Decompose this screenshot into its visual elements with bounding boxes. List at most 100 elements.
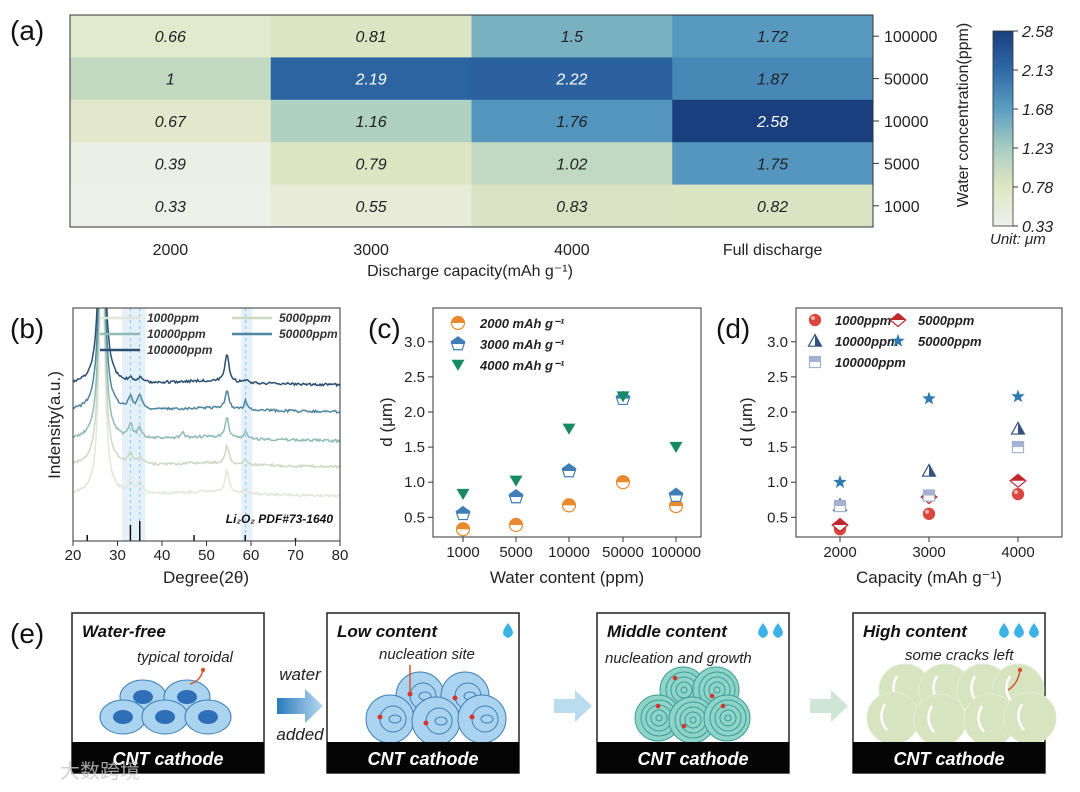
crack (880, 703, 888, 731)
cell-value-label: 1.75 (757, 156, 788, 173)
nucleation-site-dot (407, 691, 413, 697)
schematic-panel: Water-free typical toroidal CNT cathode Low… (71, 612, 1057, 774)
marker-fill (815, 334, 822, 347)
y-tick-label: 50000 (884, 72, 929, 89)
x-tick-label: 2000 (153, 242, 189, 259)
data-point (562, 423, 576, 435)
heatmap-cell (70, 15, 272, 58)
nucleated-cell (365, 694, 415, 744)
heatmap-cell (70, 99, 272, 143)
legend-label: 10000ppm (147, 327, 206, 341)
y-tick-label: 10000 (884, 114, 929, 131)
colorbar-tick-label: 1.23 (1022, 141, 1053, 158)
x-tick-label: 30 (109, 547, 126, 564)
marker-body (922, 507, 936, 520)
legend-marker (808, 355, 822, 369)
data-point (508, 489, 524, 504)
xrd-curves (73, 308, 340, 498)
toroid-core (113, 710, 133, 724)
data-point (508, 517, 524, 533)
marker-body (562, 423, 576, 435)
heatmap-cell (672, 184, 874, 228)
marker-highlight (1014, 490, 1018, 495)
xrd-curve-5000ppm (73, 308, 340, 469)
panel-label-c: (c) (368, 313, 401, 344)
x-tick-label: 4000 (554, 242, 590, 259)
heatmap-panel: 0.66 0.81 1.5 1.72 1 2.19 2.22 1.87 0.67 1.16 1.76… (69, 14, 1053, 280)
cnt-cathode-layer (72, 742, 264, 773)
data-point (561, 463, 577, 478)
heatmap-cell (471, 142, 673, 186)
cell-value-label: 0.83 (556, 199, 587, 216)
colorbar-tick-label: 2.58 (1021, 24, 1053, 41)
nucleation-site-dot (423, 720, 429, 726)
marker-body (1011, 487, 1025, 501)
heatmap-cell (270, 15, 472, 58)
cell-ring (480, 714, 494, 724)
nucleated-cell (411, 696, 461, 746)
marker-body (669, 441, 683, 453)
data-point (922, 507, 936, 520)
arrow-text-top: water (279, 665, 322, 684)
scatter-capacity-panel: 0.5 1.0 1.5 2.0 2.5 3.0 2000 3000 4000 Capacity (… (737, 307, 1063, 587)
data-point (1011, 389, 1025, 403)
marker-fill (1010, 474, 1026, 481)
marker-fill (562, 463, 576, 471)
x-tick-label: 80 (332, 547, 349, 564)
x-axis-title: Discharge capacity(mAh g⁻¹) (367, 263, 573, 280)
heatmap-cell (672, 142, 874, 186)
legend-marker (450, 336, 466, 351)
data-point (509, 475, 523, 487)
cnt-cathode-label: CNT cathode (637, 749, 748, 769)
cell-ring (709, 699, 747, 737)
heatmap-cell (270, 184, 472, 228)
marker-highlight (811, 316, 815, 320)
nucleation-site-dot (655, 703, 661, 709)
arrow-text-bottom: added (276, 725, 324, 744)
legend-label: 50000ppm (918, 334, 982, 349)
colorbar-unit-label: Unit: μm (990, 231, 1046, 248)
cell-value-label: 1.76 (556, 114, 587, 131)
marker-body (509, 475, 523, 487)
legend-label: 1000ppm (835, 313, 892, 328)
marker-fill (616, 475, 630, 483)
stage-note: nucleation site (379, 646, 475, 663)
toroid-core (177, 690, 197, 704)
growth-cell (703, 694, 751, 742)
stage-note: nucleation and growth (605, 650, 752, 667)
legend-label: 2000 mAh g⁻¹ (479, 316, 565, 331)
y-tick-label: 100000 (884, 29, 937, 46)
xrd-curve-100000ppm (73, 308, 340, 388)
colorbar-tick-label: 1.68 (1022, 102, 1053, 119)
legend-label: 100000ppm (147, 343, 213, 357)
legend-marker (889, 312, 907, 328)
data-point (833, 499, 847, 513)
panel-label-e: (e) (10, 618, 44, 649)
xrd-curve-10000ppm (73, 308, 340, 444)
pointer-arrow-head (200, 667, 206, 673)
nucleation-site-dot (469, 714, 475, 720)
cnt-cathode-label: CNT cathode (112, 749, 223, 769)
crack (927, 705, 935, 733)
legend-marker (891, 333, 905, 347)
xrd-panel: Li₂O₂ PDF#73-1640 20 30 40 50 60 70 80 Degree(2θ… (45, 307, 349, 587)
y-tick-label: 0.5 (404, 509, 425, 526)
y-tick-label: 2.5 (404, 369, 425, 386)
cracked-particle (913, 693, 967, 747)
x-tick-label: 40 (154, 547, 171, 564)
nucleation-site-dot (672, 675, 678, 681)
panel-label-d: (d) (716, 313, 750, 344)
panel-label-a: (a) (10, 15, 44, 46)
y-axis-title: d (μm) (377, 397, 396, 446)
cracked-particle (866, 691, 920, 745)
cracked-particle (1003, 691, 1057, 745)
data-point (1009, 473, 1027, 489)
cell-value-label: 0.81 (356, 29, 387, 46)
data-point (833, 475, 847, 488)
legend-label: 5000ppm (279, 311, 331, 325)
nucleation-site-dot (452, 695, 458, 701)
crack (977, 705, 985, 733)
x-axis-title: Water content (ppm) (490, 568, 644, 587)
data-point (561, 498, 577, 513)
